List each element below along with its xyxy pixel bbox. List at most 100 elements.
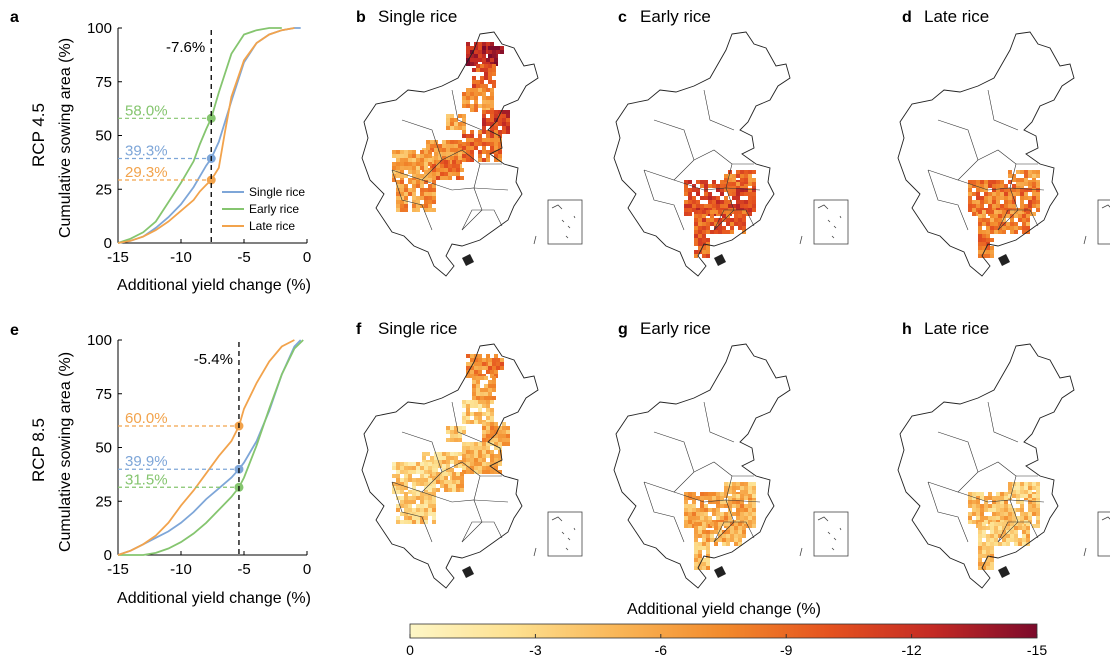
map-cell [396, 462, 400, 466]
map-cell [492, 64, 496, 68]
map-cell [710, 534, 714, 538]
map-cell [492, 366, 496, 370]
map-cell [968, 496, 972, 500]
map-cell [486, 416, 490, 420]
legend-label: Early rice [249, 202, 299, 216]
map-cell [400, 184, 404, 188]
map-cell [506, 122, 510, 126]
map-cell [396, 208, 400, 212]
map-cell [1022, 226, 1026, 230]
map-cell [982, 222, 986, 226]
map-cell [502, 122, 506, 126]
map-cell [428, 466, 432, 470]
map-cell [456, 476, 460, 480]
map-cell [708, 200, 712, 204]
map-cell [478, 450, 482, 454]
map-cell [738, 218, 742, 222]
map-cell [498, 458, 502, 462]
chart-e: e Cumulative sowing area (%) Additional … [10, 322, 311, 607]
map-cell [752, 516, 756, 520]
map-cell [972, 520, 976, 524]
map-cell [416, 466, 420, 470]
map-cell [1000, 180, 1004, 184]
map-cell [478, 370, 482, 374]
map-cell [474, 96, 478, 100]
country-outline [361, 31, 539, 277]
map-cell [396, 184, 400, 188]
map-cell [428, 504, 432, 508]
map-cell [1016, 486, 1020, 490]
map-cell [472, 68, 476, 72]
map-cell [740, 170, 744, 174]
map-cell [704, 196, 708, 200]
map-panel-g: g Early rice [613, 319, 849, 589]
map-cell [400, 150, 404, 154]
map-cell [408, 496, 412, 500]
map-cell [486, 430, 490, 434]
map-cell [404, 192, 408, 196]
map-cell [412, 466, 416, 470]
map-cell [986, 250, 990, 254]
map-cell [412, 188, 416, 192]
map-cell [404, 512, 408, 516]
map-cell [994, 218, 998, 222]
map-cell [1026, 210, 1030, 214]
map-cell [494, 118, 498, 122]
map-cell [726, 534, 730, 538]
map-cell [490, 434, 494, 438]
map-cell [424, 154, 428, 158]
map-cell [392, 162, 396, 166]
map-cell [420, 150, 424, 154]
map-cell [424, 466, 428, 470]
map-cell [1008, 490, 1012, 494]
map-cell [990, 526, 994, 530]
map-cell [1012, 184, 1016, 188]
map-cell [1028, 500, 1032, 504]
map-cell [438, 148, 442, 152]
map-cell [420, 180, 424, 184]
map-cell [482, 422, 486, 426]
map-cell [986, 538, 990, 542]
map-cell [486, 150, 490, 154]
map-cell [1020, 516, 1024, 520]
map-cell [416, 508, 420, 512]
map-cell [1012, 494, 1016, 498]
map-cell [502, 442, 506, 446]
map-cell [1020, 182, 1024, 186]
map-cell [732, 196, 736, 200]
map-cell [482, 88, 486, 92]
map-cell [990, 530, 994, 534]
map-cell [476, 392, 480, 396]
map-cell [736, 174, 740, 178]
province-border [713, 209, 755, 231]
map-cell [498, 150, 502, 154]
map-cell [494, 126, 498, 130]
map-cell [752, 504, 756, 508]
map-cell [490, 92, 494, 96]
map-cell [466, 100, 470, 104]
map-cell [698, 238, 702, 242]
map-cell [488, 46, 492, 50]
map-cell [1022, 538, 1026, 542]
map-cell [736, 192, 740, 196]
map-cell [470, 354, 474, 358]
map-cell [1036, 494, 1040, 498]
map-cell [1008, 200, 1012, 204]
map-cell [466, 88, 470, 92]
map-cell [432, 476, 436, 480]
map-cell [434, 456, 438, 460]
map-cell [458, 144, 462, 148]
map-cell [1008, 188, 1012, 192]
map-cell [722, 538, 726, 542]
map-cell [714, 230, 718, 234]
map-cell [420, 192, 424, 196]
map-cell [482, 466, 486, 470]
inset-islands [1101, 516, 1110, 521]
inset-frame [547, 199, 583, 245]
map-cell [474, 50, 478, 54]
map-cell [1020, 500, 1024, 504]
province-border [977, 149, 1017, 189]
map-cell [978, 246, 982, 250]
colorbar-title: Additional yield change (%) [627, 601, 821, 618]
panel-letter: c [618, 9, 627, 26]
